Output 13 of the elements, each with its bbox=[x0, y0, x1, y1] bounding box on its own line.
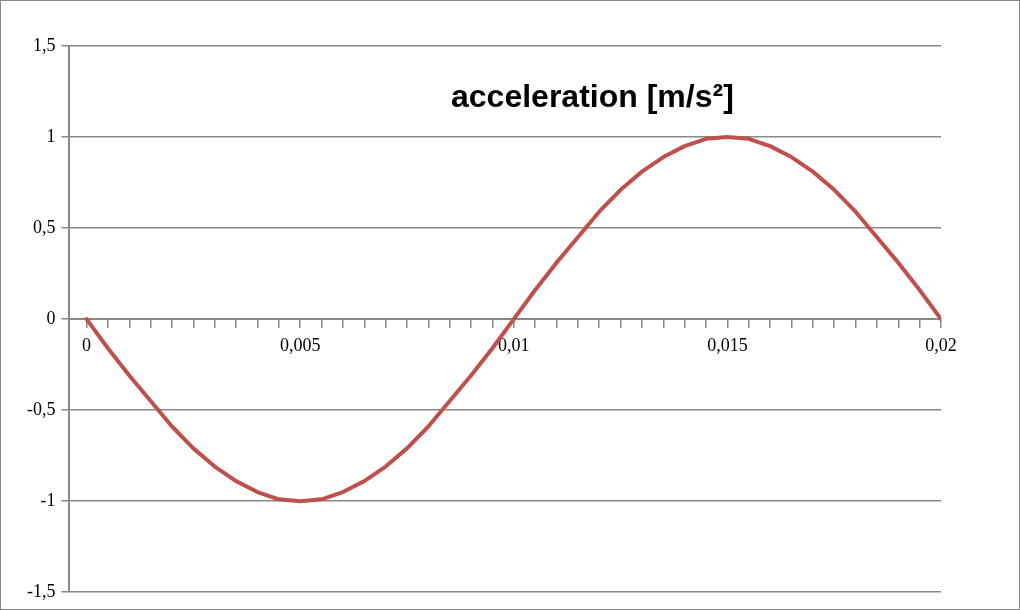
y-tick-label: 0,5 bbox=[32, 216, 56, 237]
x-tick-label: 0,02 bbox=[925, 334, 957, 355]
y-tick-label: 0 bbox=[46, 307, 56, 328]
x-tick-label: 0,01 bbox=[498, 334, 530, 355]
text: acceleration [m/s²] bbox=[451, 77, 734, 114]
y-tick-label: -1,5 bbox=[26, 580, 56, 601]
y-tick-label: -1 bbox=[40, 489, 56, 510]
x-tick-label: 0,005 bbox=[279, 334, 321, 355]
x-tick-label: 0,015 bbox=[707, 334, 748, 355]
x-tick-label: 0 bbox=[82, 334, 92, 355]
y-tick-label: 1,5 bbox=[32, 34, 56, 55]
y-tick-label: 1 bbox=[46, 125, 56, 146]
y-tick-label: -0,5 bbox=[26, 398, 56, 419]
